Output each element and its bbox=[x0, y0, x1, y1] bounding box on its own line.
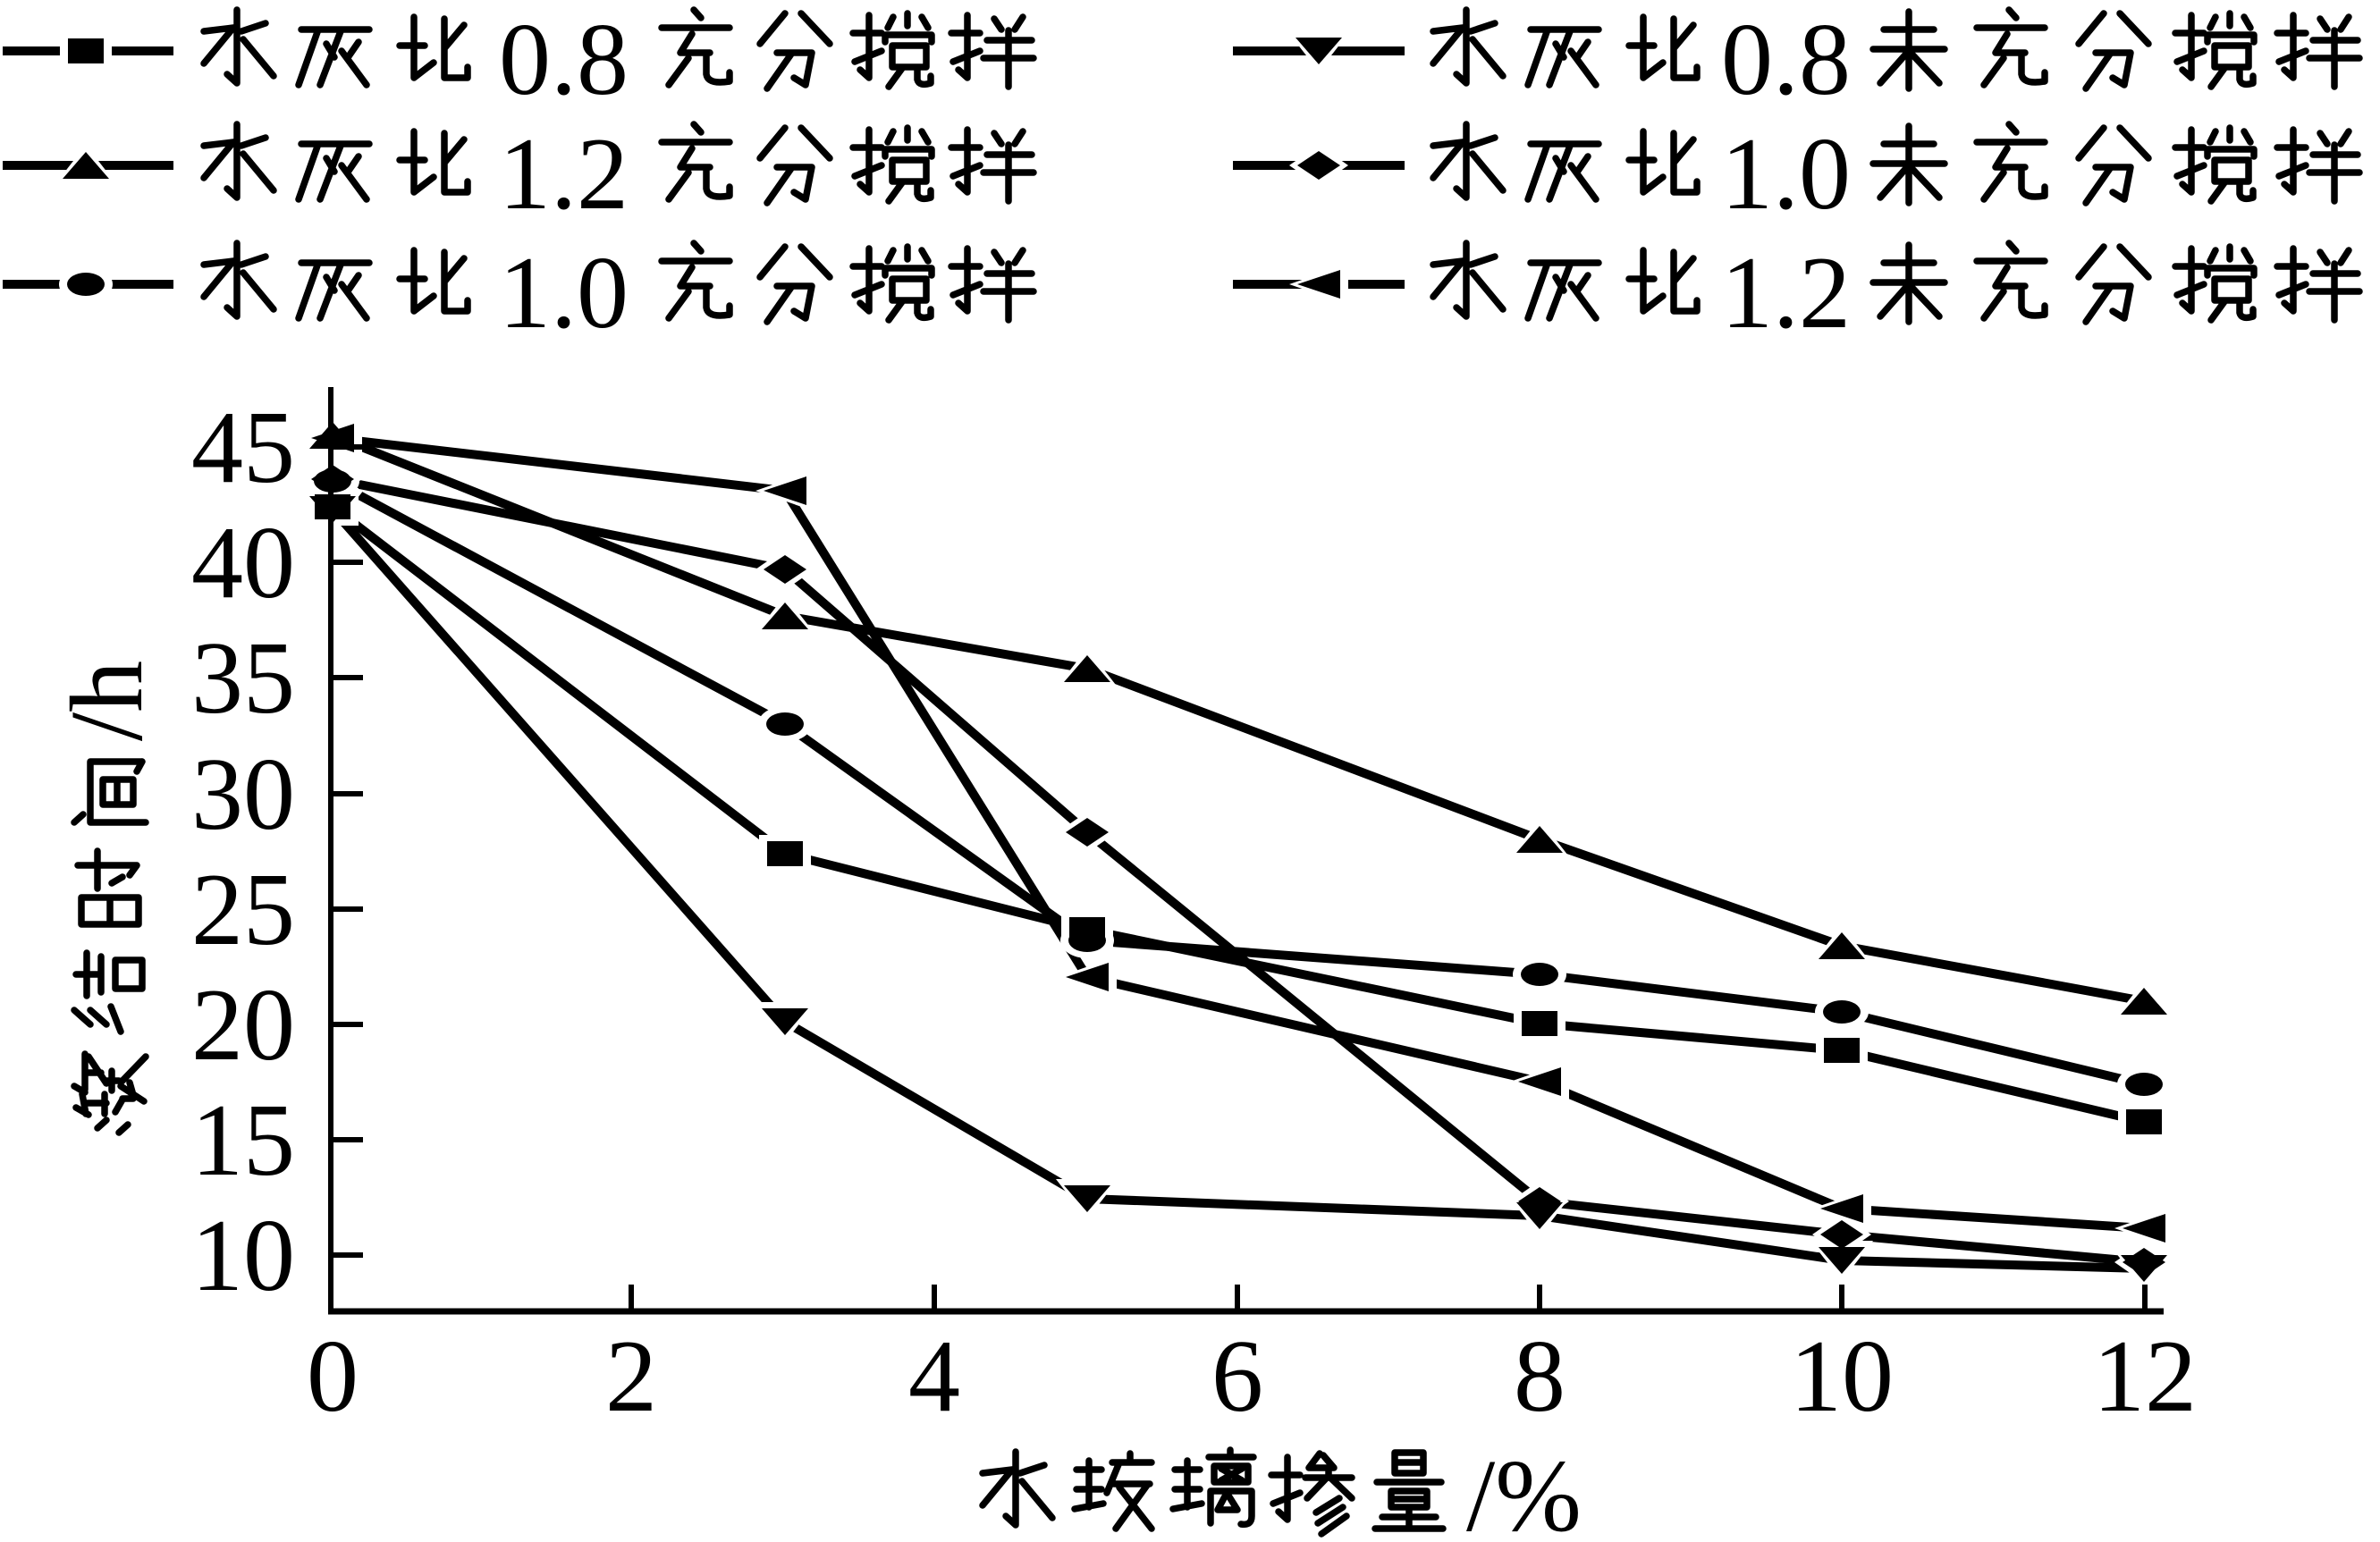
svg-text:6: 6 bbox=[1211, 1319, 1263, 1434]
svg-text:1.2: 1.2 bbox=[499, 117, 629, 232]
svg-text:/%: /% bbox=[1466, 1439, 1582, 1542]
svg-text:20: 20 bbox=[191, 968, 295, 1083]
svg-text:45: 45 bbox=[191, 391, 295, 505]
svg-text:35: 35 bbox=[191, 621, 295, 736]
svg-text:1.0: 1.0 bbox=[1721, 117, 1851, 232]
svg-text:15: 15 bbox=[191, 1083, 295, 1198]
svg-text:12: 12 bbox=[2093, 1319, 2197, 1434]
svg-text:10: 10 bbox=[1790, 1319, 1894, 1434]
svg-text:30: 30 bbox=[191, 737, 295, 852]
svg-text:8: 8 bbox=[1514, 1319, 1566, 1434]
svg-text:0: 0 bbox=[307, 1319, 359, 1434]
svg-text:10: 10 bbox=[191, 1199, 295, 1313]
svg-text:/h: /h bbox=[50, 661, 165, 741]
svg-text:0.8: 0.8 bbox=[499, 3, 629, 117]
svg-text:2: 2 bbox=[605, 1319, 657, 1434]
svg-text:40: 40 bbox=[191, 506, 295, 620]
svg-text:0.8: 0.8 bbox=[1721, 3, 1851, 117]
svg-text:25: 25 bbox=[191, 853, 295, 967]
svg-text:1.2: 1.2 bbox=[1721, 236, 1851, 350]
svg-text:1.0: 1.0 bbox=[499, 236, 629, 350]
svg-text:4: 4 bbox=[908, 1319, 960, 1434]
